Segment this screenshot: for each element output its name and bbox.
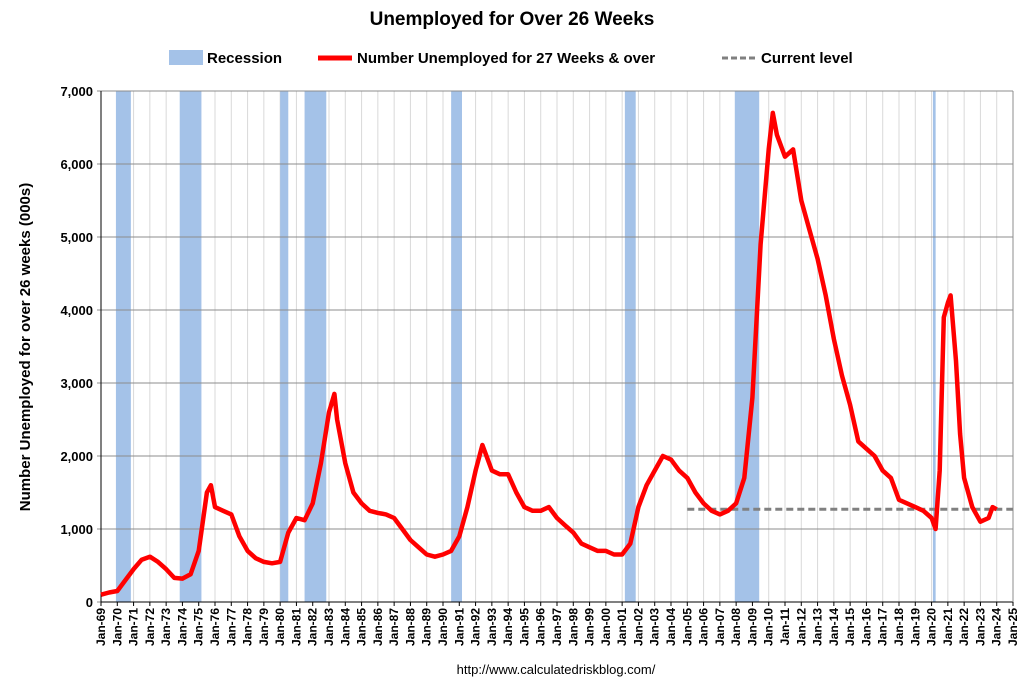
x-tick-label: Jan-23	[973, 608, 987, 646]
x-tick-label: Jan-78	[241, 608, 255, 646]
x-tick-label: Jan-94	[501, 608, 515, 646]
x-tick-label: Jan-02	[631, 608, 645, 646]
recession-band	[304, 91, 327, 602]
recession-band	[179, 91, 202, 602]
x-tick-label: Jan-69	[94, 608, 108, 646]
x-tick-label: Jan-90	[436, 608, 450, 646]
x-tick-label: Jan-04	[664, 608, 678, 646]
x-tick-label: Jan-73	[159, 608, 173, 646]
x-tick-label: Jan-87	[387, 608, 401, 646]
y-axis-title: Number Unemployed for over 26 weeks (000…	[17, 183, 34, 511]
y-tick-label: 1,000	[60, 522, 93, 537]
legend: Recession Number Unemployed for 27 Weeks…	[169, 50, 853, 67]
x-tick-label: Jan-91	[452, 608, 466, 646]
x-tick-label: Jan-71	[127, 608, 141, 646]
x-tick-label: Jan-95	[517, 608, 531, 646]
x-tick-label: Jan-96	[534, 608, 548, 646]
x-tick-label: Jan-98	[566, 608, 580, 646]
x-tick-label: Jan-75	[192, 608, 206, 646]
x-tick-label: Jan-06	[697, 608, 711, 646]
x-tick-label: Jan-85	[355, 608, 369, 646]
x-tick-label: Jan-09	[745, 608, 759, 646]
x-tick-label: Jan-14	[827, 608, 841, 646]
grid	[100, 91, 1014, 602]
x-tick-label: Jan-77	[224, 608, 238, 646]
x-tick-label: Jan-83	[322, 608, 336, 646]
x-tick-label: Jan-19	[908, 608, 922, 646]
x-tick-label: Jan-22	[957, 608, 971, 646]
x-tick-label: Jan-99	[583, 608, 597, 646]
x-tick-label: Jan-81	[289, 608, 303, 646]
x-tick-label: Jan-08	[729, 608, 743, 646]
source: http://www.calculatedriskblog.com/	[457, 662, 656, 677]
x-tick-label: Jan-12	[794, 608, 808, 646]
x-tick-label: Jan-18	[892, 608, 906, 646]
x-tick-label: Jan-17	[876, 608, 890, 646]
x-tick-label: Jan-86	[371, 608, 385, 646]
x-tick-label: Jan-03	[648, 608, 662, 646]
x-tick-label: Jan-25	[1006, 608, 1020, 646]
chart-title: Unemployed for Over 26 Weeks	[370, 9, 655, 30]
x-tick-label: Jan-74	[175, 608, 189, 646]
series-line	[100, 110, 998, 597]
x-tick-label: Jan-79	[257, 608, 271, 646]
recession-band	[451, 91, 462, 602]
x-tick-label: Jan-10	[762, 608, 776, 646]
x-tick-label: Jan-82	[306, 608, 320, 646]
x-tick-label: Jan-21	[941, 608, 955, 646]
x-tick-label: Jan-01	[615, 608, 629, 646]
y-tick-label: 3,000	[60, 376, 93, 391]
legend-label: Number Unemployed for 27 Weeks & over	[357, 50, 655, 67]
x-tick-label: Jan-00	[599, 608, 613, 646]
x-tick-label: Jan-76	[208, 608, 222, 646]
x-tick-label: Jan-84	[338, 608, 352, 646]
y-tick-label: 7,000	[60, 84, 93, 99]
x-tick-label: Jan-80	[273, 608, 287, 646]
x-tick-label: Jan-93	[485, 608, 499, 646]
y-tick-label: 2,000	[60, 449, 93, 464]
x-tick-label: Jan-11	[778, 608, 792, 646]
x-tick-label: Jan-72	[143, 608, 157, 646]
recession-band	[932, 91, 936, 602]
x-tick-label: Jan-07	[713, 608, 727, 646]
recession-band	[115, 91, 131, 602]
x-tick-label: Jan-88	[403, 608, 417, 646]
x-tick-label: Jan-97	[550, 608, 564, 646]
x-tick-label: Jan-24	[990, 608, 1004, 646]
y-tick-label: 0	[86, 595, 93, 610]
legend-label: Current level	[761, 50, 853, 67]
x-tick-label: Jan-15	[843, 608, 857, 646]
y-tick-label: 5,000	[60, 230, 93, 245]
x-tick-label: Jan-13	[811, 608, 825, 646]
recession-band	[280, 91, 289, 602]
y-tick-label: 4,000	[60, 303, 93, 318]
recession-band	[624, 91, 636, 602]
x-tick-label: Jan-89	[420, 608, 434, 646]
y-tick-label: 6,000	[60, 157, 93, 172]
legend-swatch-recession	[169, 50, 203, 65]
x-tick-label: Jan-70	[110, 608, 124, 646]
x-tick-label: Jan-92	[469, 608, 483, 646]
x-tick-label: Jan-05	[680, 608, 694, 646]
x-tick-label: Jan-20	[925, 608, 939, 646]
legend-label: Recession	[207, 50, 282, 67]
x-tick-label: Jan-16	[859, 608, 873, 646]
